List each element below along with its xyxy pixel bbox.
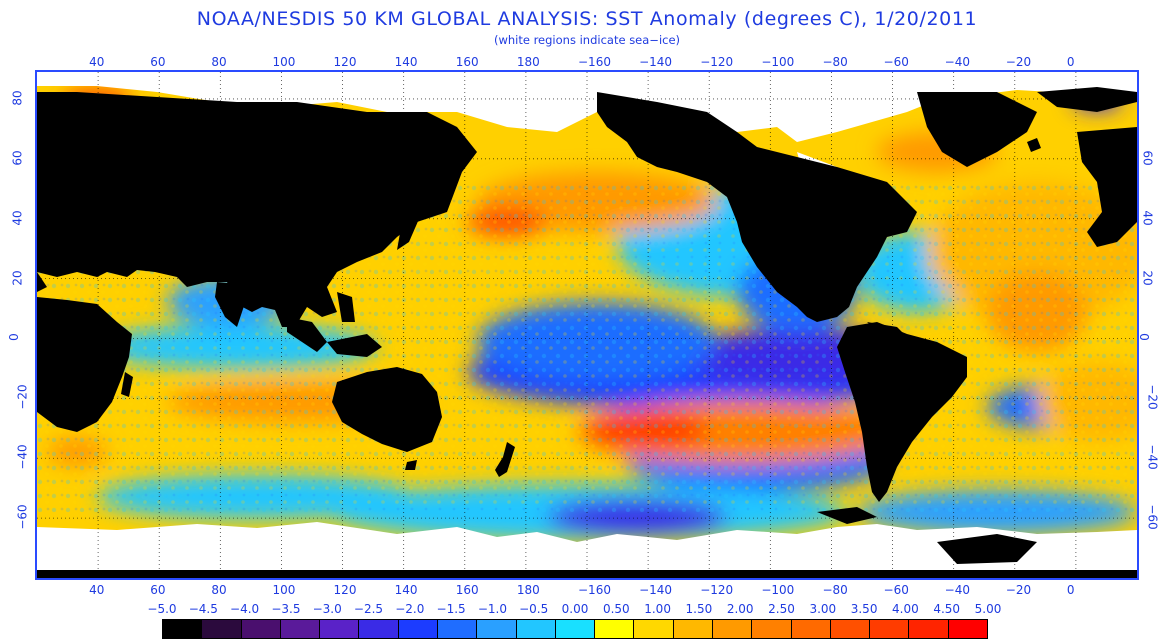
map-top_lon_labels-label: 120 (333, 55, 357, 69)
map-left_lat_labels-label: −20 (15, 384, 30, 411)
map-right_lat_labels-label: 40 (1140, 210, 1155, 226)
map-top_lon_labels-label: −120 (700, 55, 734, 69)
color-scale-label: 4.00 (892, 602, 919, 616)
map-left_lat_labels-label: 0 (6, 333, 21, 342)
map-bottom_lon_labels-label: −140 (639, 583, 673, 597)
map-bottom_lon_labels-label: −60 (883, 583, 909, 597)
map-bottom_lon_labels-label: −100 (761, 583, 795, 597)
color-scale-swatch (477, 620, 517, 638)
map-bottom_lon_labels-label: −120 (700, 583, 734, 597)
map-top_lon_labels-label: −160 (578, 55, 611, 69)
map-bottom_lon_labels-label: 80 (211, 583, 227, 597)
map-title: NOAA/NESDIS 50 KM GLOBAL ANALYSIS: SST A… (196, 8, 978, 30)
map-right_lat_labels-label: −40 (1145, 444, 1160, 470)
color-scale-swatch (948, 620, 987, 638)
color-scale-swatch (870, 620, 910, 638)
map-bottom_lon_labels-label: 160 (455, 583, 479, 597)
color-scale-swatch (359, 620, 399, 638)
sea-ice (37, 72, 1137, 578)
map-left_lat_labels-label: 60 (10, 150, 25, 166)
color-scale-swatch (712, 620, 753, 638)
graticule (37, 72, 1137, 578)
color-scale-swatch (555, 620, 596, 638)
map-left_lat_labels-label: −60 (15, 504, 30, 530)
map-right_lat_labels-label: −20 (1145, 384, 1160, 411)
map-right_lat_labels-label: −60 (1145, 504, 1160, 530)
color-scale-label: −5.0 (147, 602, 177, 616)
map-bottom_lon_labels-label: −20 (1005, 583, 1032, 597)
color-scale-bar (162, 619, 988, 639)
land (37, 87, 1137, 578)
map-right_lat_labels-label: 20 (1140, 269, 1155, 286)
color-scale-swatch (791, 620, 831, 638)
map-bottom_lon_labels-label: 60 (150, 583, 166, 597)
map-left_lat_labels-label: 20 (10, 269, 25, 286)
map-top_lon_labels-label: 180 (516, 55, 540, 69)
map-top_lon_labels-label: 0 (1066, 55, 1075, 69)
map-bottom_lon_labels-label: −40 (944, 583, 970, 597)
map-bottom_lon_labels-label: 0 (1066, 583, 1075, 597)
color-scale-label: −3.0 (312, 602, 342, 616)
map-top_lon_labels-label: 40 (89, 55, 105, 69)
map-bottom_lon_labels-label: 180 (516, 583, 540, 597)
map-canvas (37, 72, 1137, 578)
color-scale-label: 2.50 (768, 602, 795, 616)
color-scale-label: −4.0 (230, 602, 260, 616)
map-top_lon_labels-label: −20 (1005, 55, 1032, 69)
map-subtitle: (white regions indicate sea−ice) (493, 33, 681, 47)
color-scale-swatch (320, 620, 360, 638)
color-scale-swatch (437, 620, 478, 638)
color-scale-label: 3.00 (809, 602, 837, 616)
color-scale-label: 1.50 (685, 602, 713, 616)
color-scale-swatch (830, 620, 871, 638)
map-bottom_lon_labels-label: 100 (272, 583, 296, 597)
map-bottom_lon_labels-label: −160 (578, 583, 611, 597)
map-top_lon_labels-label: −40 (944, 55, 970, 69)
map-bottom_lon_labels-label: 40 (89, 583, 105, 597)
map-top_lon_labels-label: −80 (822, 55, 848, 69)
color-scale-swatch (241, 620, 281, 638)
color-scale-label: 1.00 (644, 602, 671, 616)
map-top_lon_labels-label: 140 (394, 55, 418, 69)
map-bottom_lon_labels-label: 140 (394, 583, 418, 597)
color-scale-label: −2.0 (395, 602, 425, 616)
color-scale-label: −4.5 (188, 602, 218, 616)
color-scale-swatch (634, 620, 674, 638)
map-top_lon_labels-label: 160 (455, 55, 479, 69)
color-scale-swatch (202, 620, 242, 638)
sst-anomaly-map (35, 70, 1139, 580)
map-top_lon_labels-label: −100 (761, 55, 795, 69)
map-bottom_lon_labels-label: −80 (822, 583, 848, 597)
color-scale-swatch (909, 620, 949, 638)
map-right_lat_labels-label: 60 (1140, 150, 1155, 166)
color-scale-label: 3.50 (850, 602, 878, 616)
color-scale-swatch (752, 620, 792, 638)
color-scale-swatch (398, 620, 438, 638)
map-bottom_lon_labels-label: 120 (333, 583, 357, 597)
map-top_lon_labels-label: 100 (272, 55, 296, 69)
map-top_lon_labels-label: −60 (883, 55, 909, 69)
color-scale-label: −0.5 (519, 602, 549, 616)
color-scale-swatch (516, 620, 556, 638)
map-top_lon_labels-label: 60 (150, 55, 166, 69)
color-scale-swatch (280, 620, 321, 638)
map-left_lat_labels-label: 40 (10, 210, 25, 226)
color-scale-label: 5.00 (974, 602, 1002, 616)
color-scale-label: −3.5 (271, 602, 301, 616)
map-left_lat_labels-label: −40 (15, 444, 30, 470)
color-scale-label: −1.5 (436, 602, 466, 616)
color-scale-swatch (595, 620, 635, 638)
map-top_lon_labels-label: −140 (639, 55, 673, 69)
color-scale-label: 0.00 (561, 602, 589, 616)
color-scale-label: −1.0 (477, 602, 507, 616)
map-top_lon_labels-label: 80 (211, 55, 227, 69)
color-scale-label: −2.5 (353, 602, 384, 616)
color-scale-label: 0.50 (602, 602, 630, 616)
color-scale-label: 4.50 (933, 602, 961, 616)
color-scale-swatch (673, 620, 713, 638)
map-left_lat_labels-label: 80 (10, 90, 25, 106)
color-scale-label: 2.00 (726, 602, 754, 616)
color-scale-swatch (163, 620, 203, 638)
